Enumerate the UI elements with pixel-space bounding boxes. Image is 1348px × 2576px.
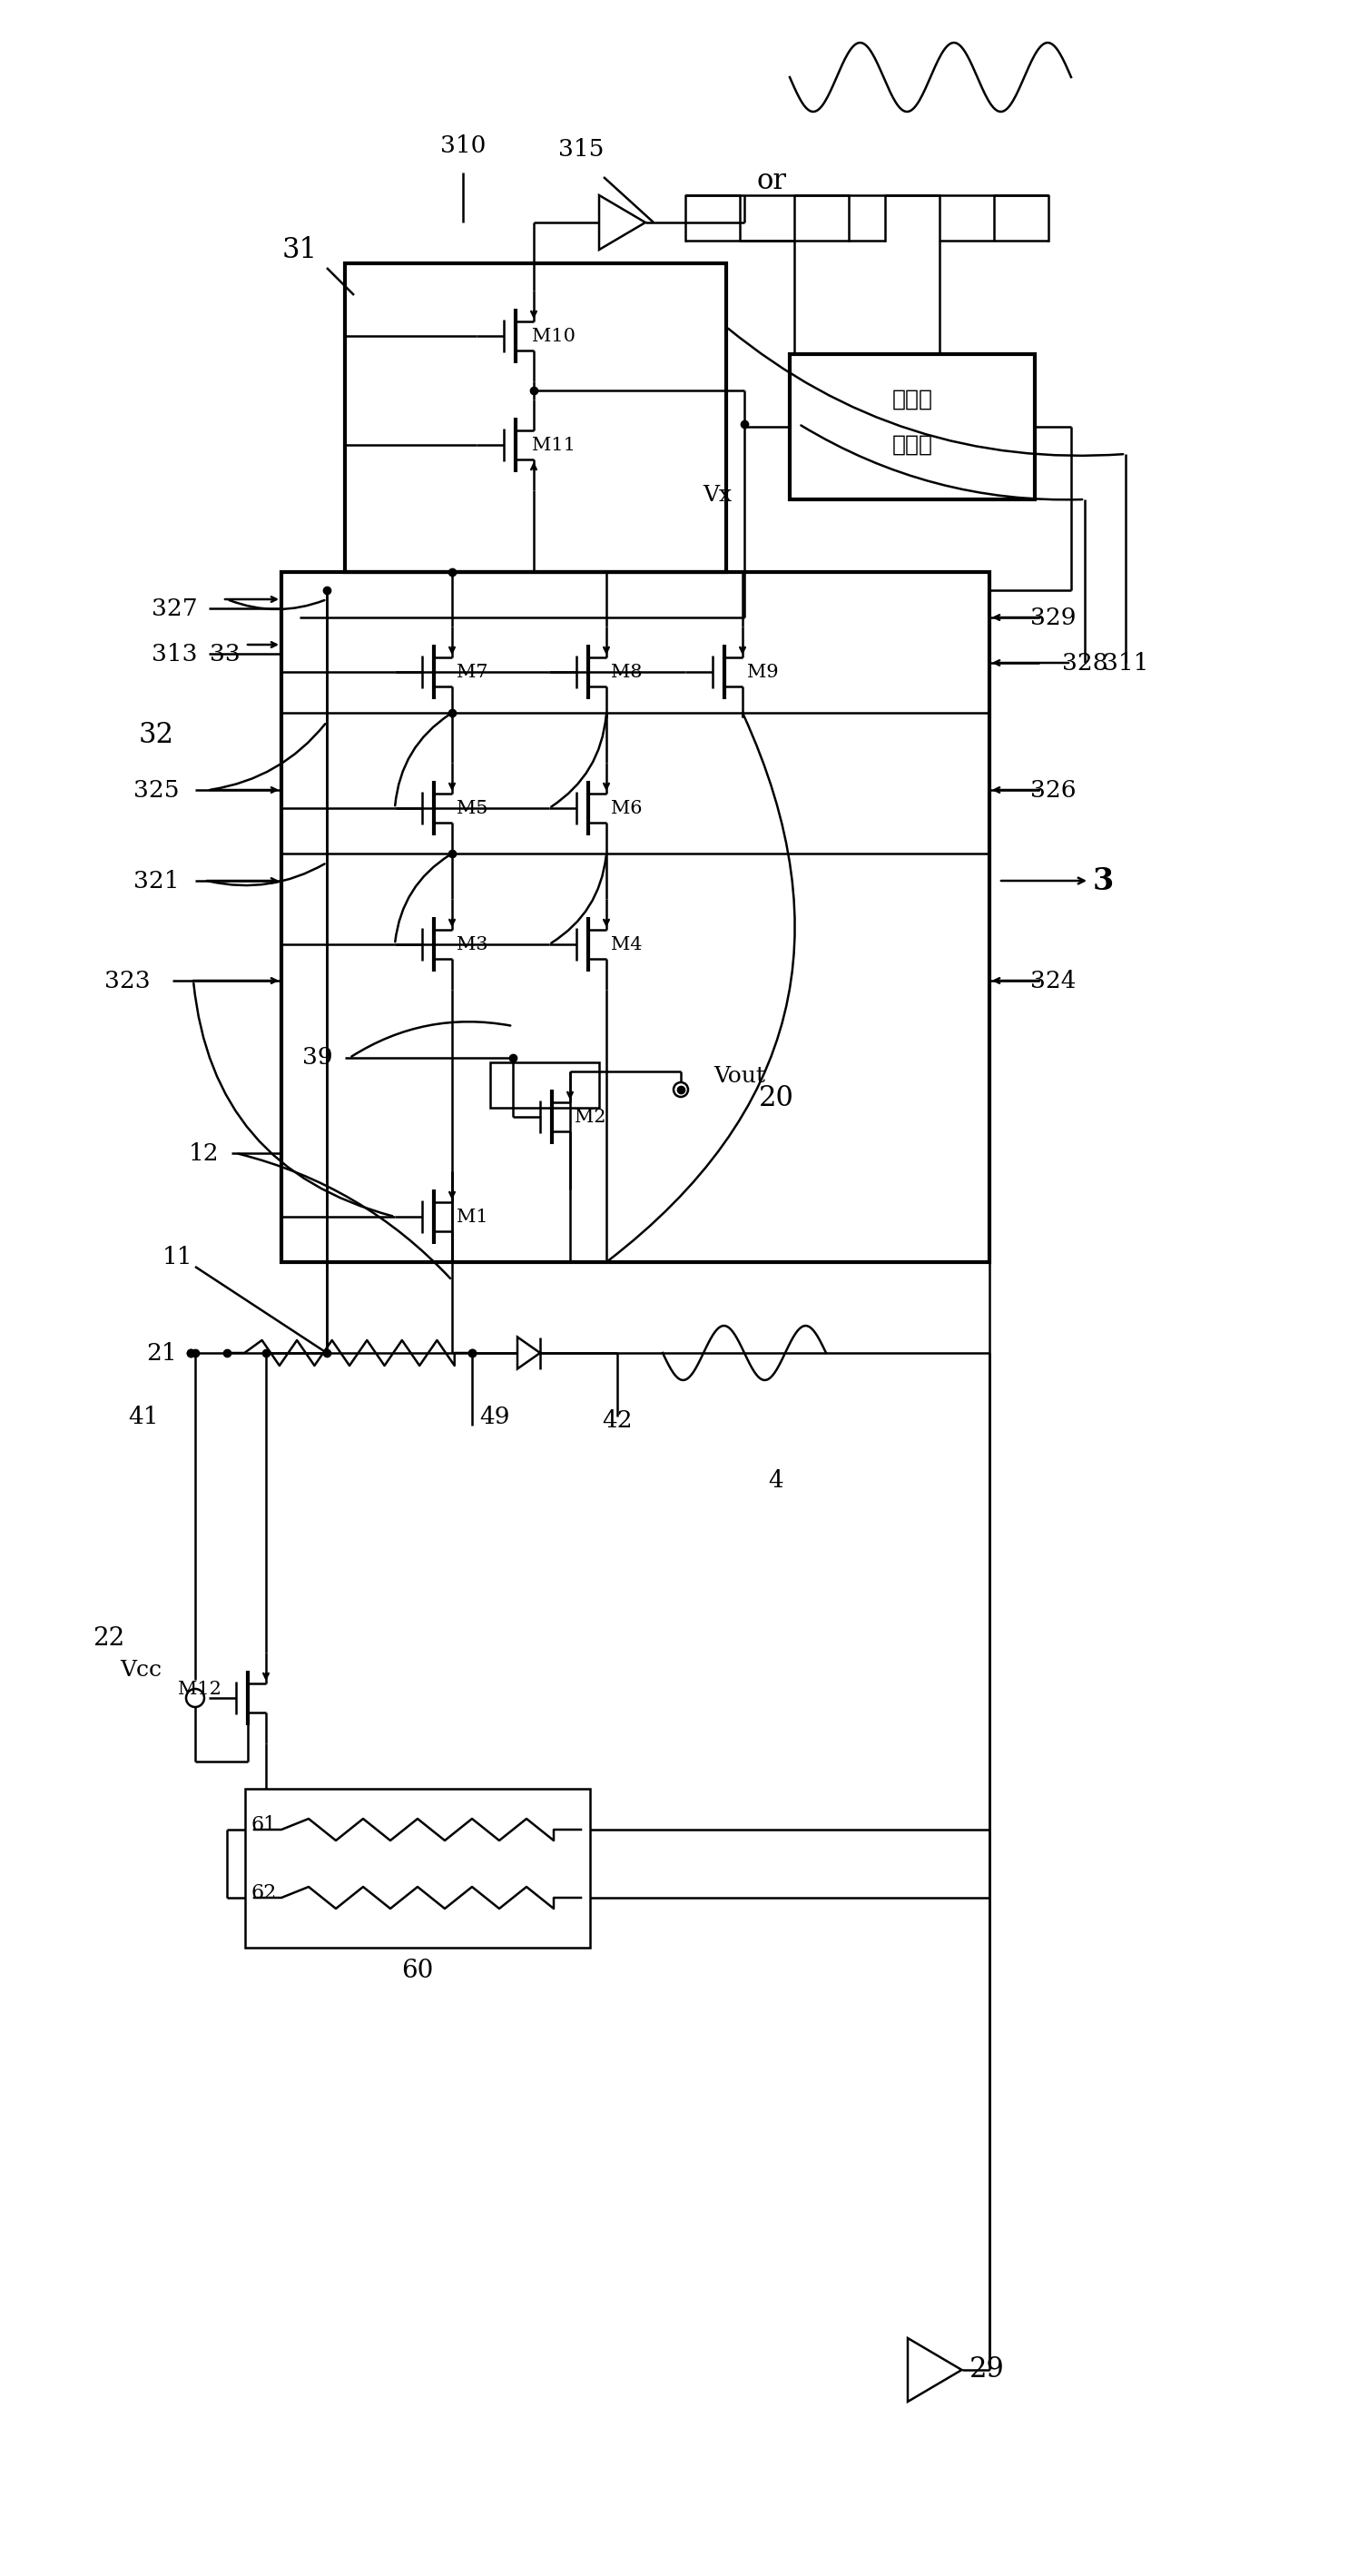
Text: 29: 29: [969, 2357, 1004, 2383]
Text: 328: 328: [1062, 652, 1108, 675]
Text: Vcc: Vcc: [120, 1662, 162, 1682]
Text: Vout: Vout: [714, 1066, 766, 1087]
Text: 325: 325: [133, 778, 179, 801]
Text: 315: 315: [558, 139, 604, 162]
Text: or: or: [756, 167, 787, 196]
Text: 20: 20: [759, 1084, 794, 1113]
Text: 313: 313: [151, 641, 197, 665]
Text: M9: M9: [747, 662, 778, 680]
Text: M7: M7: [457, 662, 488, 680]
Text: 12: 12: [189, 1141, 220, 1164]
Text: 326: 326: [1030, 778, 1076, 801]
Text: 62: 62: [251, 1883, 276, 1904]
Bar: [790, 353, 1035, 500]
Text: 311: 311: [1103, 652, 1148, 675]
Text: 元件組: 元件組: [892, 435, 933, 456]
Text: 49: 49: [480, 1404, 510, 1427]
Text: 323: 323: [104, 969, 150, 992]
Text: 32: 32: [139, 721, 174, 750]
Text: 33: 33: [210, 641, 240, 665]
Polygon shape: [518, 1337, 541, 1368]
Text: M12: M12: [178, 1680, 221, 1698]
Text: 31: 31: [282, 234, 317, 263]
Text: Vx: Vx: [702, 484, 732, 505]
Text: 21: 21: [147, 1342, 177, 1365]
Text: M8: M8: [611, 662, 642, 680]
Bar: [245, 1788, 590, 1947]
Text: 阻抗型: 阻抗型: [892, 389, 933, 410]
Text: 321: 321: [133, 871, 179, 891]
Text: 329: 329: [1030, 605, 1076, 629]
Bar: [345, 263, 727, 572]
Text: M6: M6: [611, 799, 642, 817]
Text: M3: M3: [457, 935, 488, 953]
Text: M1: M1: [457, 1208, 488, 1226]
Text: 324: 324: [1030, 969, 1076, 992]
Text: 4: 4: [768, 1468, 783, 1492]
Text: M10: M10: [532, 327, 576, 345]
Text: 22: 22: [93, 1625, 125, 1651]
Text: 41: 41: [128, 1404, 159, 1427]
Text: 11: 11: [162, 1247, 193, 1270]
Text: 42: 42: [603, 1409, 632, 1432]
Text: M11: M11: [532, 435, 576, 453]
Text: M2: M2: [574, 1108, 605, 1126]
Text: 61: 61: [251, 1816, 276, 1834]
Text: 327: 327: [151, 598, 197, 621]
Bar: [491, 1061, 599, 1108]
Text: M5: M5: [457, 799, 488, 817]
Text: M4: M4: [611, 935, 642, 953]
Text: 39: 39: [302, 1046, 333, 1069]
Bar: [282, 572, 989, 1262]
Text: 60: 60: [402, 1958, 434, 1984]
Text: 3: 3: [1092, 866, 1113, 896]
Text: 310: 310: [439, 134, 485, 157]
